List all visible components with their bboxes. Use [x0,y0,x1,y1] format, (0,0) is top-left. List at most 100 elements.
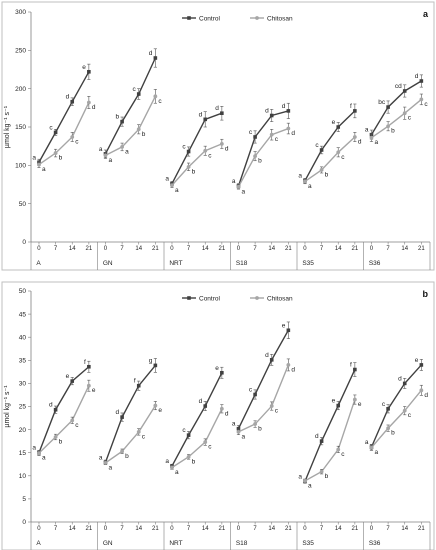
x-tick-label: 0 [303,246,307,252]
series-line [171,408,223,469]
data-point [419,363,424,367]
x-tick-label: 14 [268,246,275,252]
data-point [120,145,125,149]
y-tick-label: 150 [15,124,26,131]
significance-label: a [99,454,103,461]
significance-label: d [358,138,362,145]
panel-letter: a [423,9,429,19]
significance-label: d [49,402,53,409]
data-point [419,97,424,102]
significance-label: c [424,101,428,108]
data-point [286,126,291,131]
significance-label: d [291,366,295,373]
significance-label: b [59,155,63,162]
data-point [269,404,274,408]
group-label: GN [103,260,113,267]
significance-label: a [308,183,312,190]
y-axis-label: µmol kg⁻¹ s⁻¹ [4,385,11,428]
significance-label: b [142,131,146,138]
significance-label: b [325,171,329,178]
significance-label: b [258,426,262,433]
x-tick-label: 0 [104,526,108,532]
data-point [402,381,407,386]
significance-label: d [149,50,153,57]
significance-label: f [350,103,352,110]
series-line [171,143,223,186]
data-point [336,125,341,129]
data-point [86,100,91,105]
data-point [269,113,274,118]
group-label: S35 [302,540,314,547]
legend-swatch-marker [187,16,191,20]
data-point [319,469,324,474]
x-tick-label: 21 [285,246,292,252]
significance-label: f [134,378,136,385]
significance-label: c [158,98,162,105]
significance-label: a [175,187,179,194]
data-point [402,111,407,116]
significance-label: e [332,398,336,405]
significance-label: c [249,386,253,393]
significance-label: a [241,433,245,440]
x-tick-label: 21 [285,526,292,532]
x-tick-label: 0 [370,246,374,252]
x-tick-label: 14 [335,526,342,532]
x-tick-label: 7 [386,526,390,532]
significance-label: a [308,482,312,489]
data-point [336,403,341,408]
y-tick-label: 5 [22,496,26,503]
y-tick-label: 20 [19,427,27,434]
significance-label: c [132,86,136,93]
significance-label: a [165,176,169,183]
series-line [370,364,422,448]
data-point [37,162,41,167]
significance-label: a [32,154,36,161]
x-tick-label: 14 [335,246,342,252]
data-point [353,367,357,372]
y-axis-label: µmol kg⁻¹ s⁻¹ [4,105,11,148]
significance-label: a [42,455,46,462]
data-point [386,105,390,109]
series-line [371,98,422,139]
data-point [170,183,174,188]
data-point [186,164,191,169]
panel-frame [1,1,435,271]
series-line [104,57,156,155]
data-point [136,127,141,132]
significance-label: c [208,444,212,451]
data-point [303,478,307,483]
y-tick-label: 0 [22,519,26,526]
significance-label: a [165,458,169,465]
data-point [87,364,91,369]
x-tick-label: 7 [253,526,257,532]
group-label: S35 [302,260,314,267]
y-tick-label: 0 [22,239,26,246]
data-point [419,79,424,83]
data-point [353,109,357,113]
data-point [70,379,75,383]
y-tick-label: 300 [15,9,26,16]
series-line [38,366,90,453]
x-tick-label: 14 [202,526,209,532]
legend-label: Chitosan [267,15,293,22]
legend-label: Control [199,295,221,302]
data-point [186,433,191,437]
x-tick-label: 14 [135,526,142,532]
data-point [386,407,390,411]
x-tick-label: 14 [268,526,275,532]
series-line [105,405,156,464]
significance-label: d [225,410,229,417]
significance-label: a [32,445,36,452]
significance-label: d [282,103,286,110]
significance-label: c [382,401,386,408]
significance-label: d [398,375,402,382]
data-point [253,154,258,159]
data-point [103,460,108,465]
series-line [370,80,422,136]
significance-label: e [92,387,96,394]
significance-label: d [291,130,295,137]
series-line [38,385,90,454]
